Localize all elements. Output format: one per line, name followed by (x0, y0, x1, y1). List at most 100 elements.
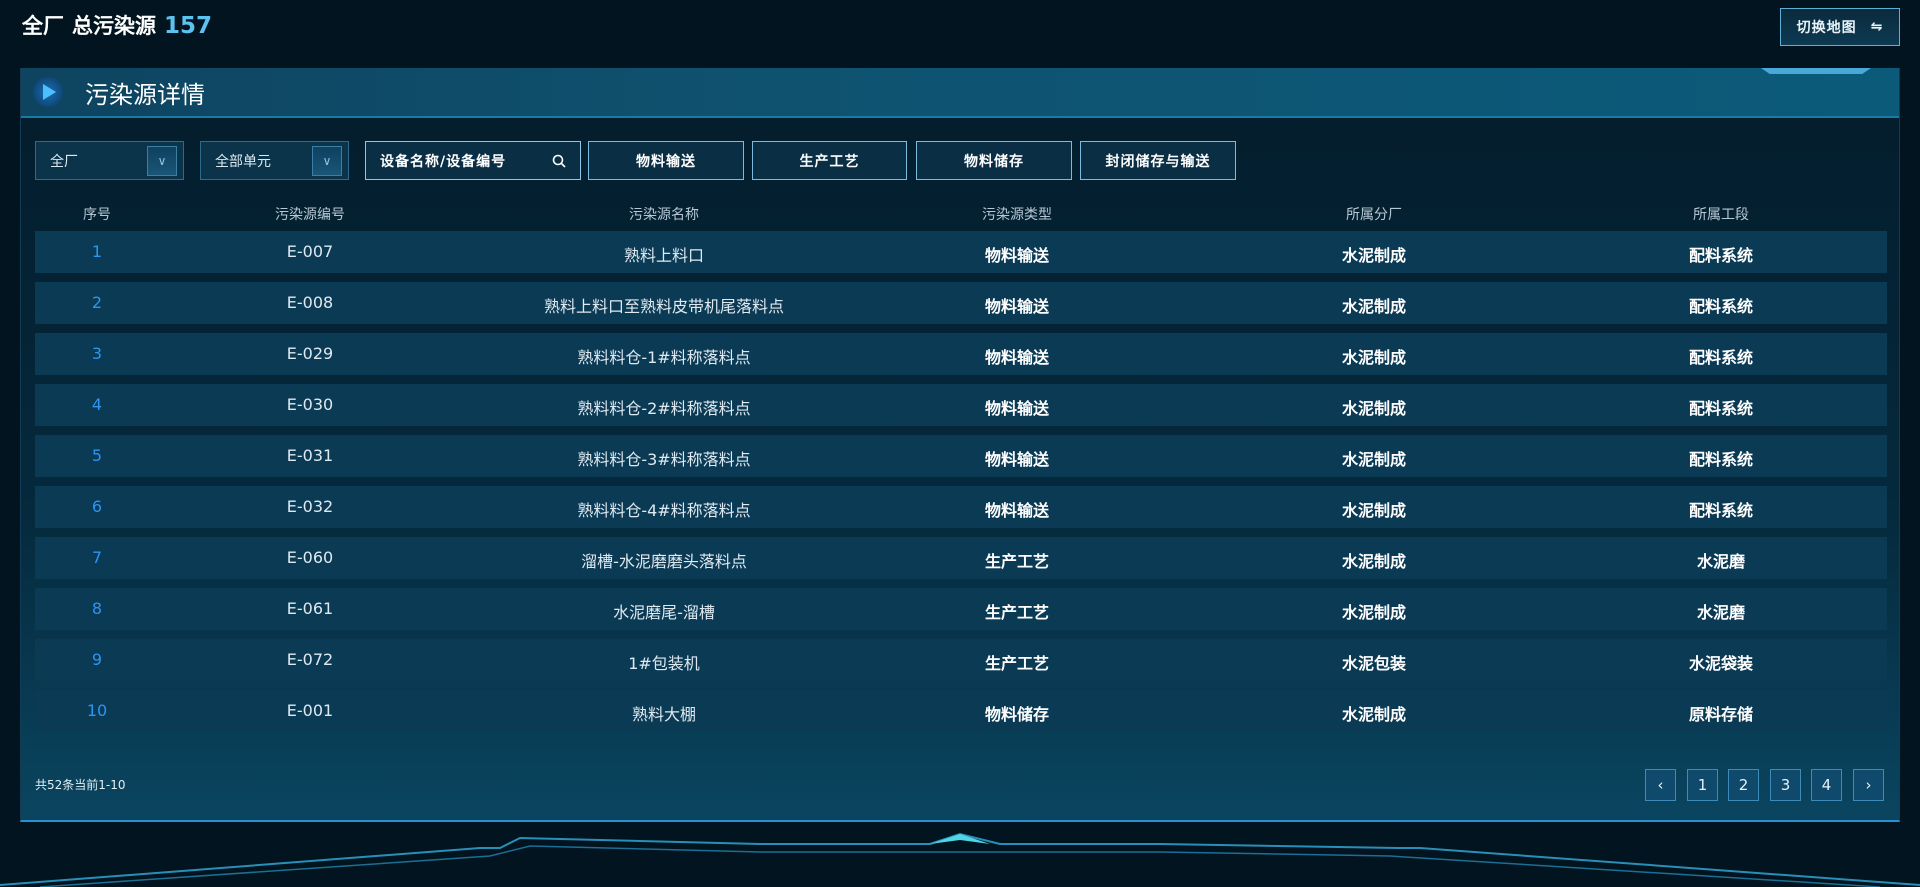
cell-type: 物料输送 (984, 399, 1050, 418)
page-3-button[interactable]: 3 (1770, 769, 1801, 801)
play-icon (33, 77, 63, 107)
column-header-type: 污染源类型 (982, 207, 1052, 223)
page-2-button[interactable]: 2 (1728, 769, 1759, 801)
table-row[interactable]: 9 E-072 1#包装机 生产工艺 水泥包装 水泥袋装 (35, 639, 1887, 681)
page-1-button[interactable]: 1 (1687, 769, 1718, 801)
cell-section: 水泥磨 (1696, 603, 1746, 622)
table-row[interactable]: 1 E-007 熟料上料口 物料输送 水泥制成 配料系统 (35, 231, 1887, 273)
table-row[interactable]: 7 E-060 溜槽-水泥磨磨头落料点 生产工艺 水泥制成 水泥磨 (35, 537, 1887, 579)
page-4-button[interactable]: 4 (1811, 769, 1842, 801)
column-header-section: 所属工段 (1693, 207, 1749, 223)
cell-type: 生产工艺 (984, 552, 1050, 571)
plant-select-value: 全厂 (50, 153, 78, 170)
cell-plant: 水泥制成 (1341, 399, 1407, 418)
cell-index: 9 (91, 650, 103, 669)
switch-map-button[interactable]: 切换地图 ⇋ (1780, 8, 1900, 46)
chevron-down-icon[interactable]: ∨ (147, 146, 177, 176)
unit-select-value: 全部单元 (215, 153, 271, 170)
total-label: 总污染源 (72, 14, 156, 38)
cell-type: 物料输送 (984, 348, 1050, 367)
cell-name: 熟料料仓-3#料称落料点 (577, 450, 751, 469)
cell-index: 1 (91, 242, 103, 261)
cell-section: 配料系统 (1688, 297, 1754, 316)
column-header-code: 污染源编号 (275, 207, 345, 223)
cell-section: 原料存储 (1688, 705, 1754, 724)
cell-section: 水泥磨 (1696, 552, 1746, 571)
filter-material-transport-button[interactable]: 物料输送 (588, 141, 744, 180)
cell-type: 生产工艺 (984, 654, 1050, 673)
column-header-name: 污染源名称 (629, 207, 699, 223)
next-page-button[interactable]: › (1853, 769, 1884, 801)
cell-name: 熟料料仓-2#料称落料点 (577, 399, 751, 418)
unit-select[interactable]: 全部单元 ∨ (200, 141, 349, 180)
cell-plant: 水泥包装 (1341, 654, 1407, 673)
cell-section: 水泥袋装 (1688, 654, 1754, 673)
plant-select[interactable]: 全厂 ∨ (35, 141, 184, 180)
cell-name: 1#包装机 (628, 654, 700, 673)
cell-section: 配料系统 (1688, 348, 1754, 367)
page-header: 全厂 总污染源 157 (22, 10, 212, 40)
filter-production-process-button[interactable]: 生产工艺 (752, 141, 907, 180)
chevron-down-icon[interactable]: ∨ (312, 146, 342, 176)
table-row[interactable]: 10 E-001 熟料大棚 物料储存 水泥制成 原料存储 (35, 690, 1887, 732)
panel-title: 污染源详情 (85, 80, 205, 109)
cell-code: E-030 (286, 395, 334, 414)
cell-plant: 水泥制成 (1341, 348, 1407, 367)
cell-plant: 水泥制成 (1341, 501, 1407, 520)
prev-page-button[interactable]: ‹ (1645, 769, 1676, 801)
cell-plant: 水泥制成 (1341, 552, 1407, 571)
cell-section: 配料系统 (1688, 399, 1754, 418)
cell-section: 配料系统 (1688, 450, 1754, 469)
cell-section: 配料系统 (1688, 501, 1754, 520)
table-row[interactable]: 5 E-031 熟料料仓-3#料称落料点 物料输送 水泥制成 配料系统 (35, 435, 1887, 477)
cell-code: E-029 (286, 344, 334, 363)
cell-index: 6 (91, 497, 103, 516)
table-header: 序号 污染源编号 污染源名称 污染源类型 所属分厂 所属工段 (35, 204, 1887, 228)
table-row[interactable]: 3 E-029 熟料料仓-1#料称落料点 物料输送 水泥制成 配料系统 (35, 333, 1887, 375)
cell-code: E-008 (286, 293, 334, 312)
cell-index: 5 (91, 446, 103, 465)
cell-name: 熟料料仓-4#料称落料点 (577, 501, 751, 520)
cell-type: 物料输送 (984, 246, 1050, 265)
cell-code: E-072 (286, 650, 334, 669)
cell-name: 熟料上料口 (623, 246, 705, 265)
table-row[interactable]: 4 E-030 熟料料仓-2#料称落料点 物料输送 水泥制成 配料系统 (35, 384, 1887, 426)
pollution-source-panel: 污染源详情 全厂 ∨ 全部单元 ∨ 设备名称/设备编号 物料输送 生产工艺 物料… (20, 68, 1900, 822)
table-row[interactable]: 2 E-008 熟料上料口至熟料皮带机尾落料点 物料输送 水泥制成 配料系统 (35, 282, 1887, 324)
cell-code: E-031 (286, 446, 334, 465)
cell-name: 水泥磨尾-溜槽 (613, 603, 715, 622)
header-notch-decoration (1761, 68, 1871, 74)
cell-name: 熟料料仓-1#料称落料点 (577, 348, 751, 367)
cell-name: 熟料大棚 (631, 705, 697, 724)
cell-index: 2 (91, 293, 103, 312)
cell-index: 7 (91, 548, 103, 567)
cell-type: 生产工艺 (984, 603, 1050, 622)
cell-code: E-061 (286, 599, 334, 618)
search-icon[interactable] (552, 154, 566, 168)
scope-label: 全厂 (22, 14, 64, 38)
cell-section: 配料系统 (1688, 246, 1754, 265)
cell-plant: 水泥制成 (1341, 705, 1407, 724)
cell-type: 物料输送 (984, 297, 1050, 316)
cell-plant: 水泥制成 (1341, 603, 1407, 622)
filter-closed-storage-button[interactable]: 封闭储存与输送 (1080, 141, 1236, 180)
cell-type: 物料输送 (984, 450, 1050, 469)
column-header-plant: 所属分厂 (1346, 207, 1402, 223)
cell-index: 3 (91, 344, 103, 363)
cell-plant: 水泥制成 (1341, 297, 1407, 316)
search-input[interactable]: 设备名称/设备编号 (365, 141, 581, 180)
cell-plant: 水泥制成 (1341, 246, 1407, 265)
swap-arrows-icon: ⇋ (1870, 19, 1884, 35)
cell-code: E-060 (286, 548, 334, 567)
cell-code: E-007 (286, 242, 334, 261)
cell-index: 4 (91, 395, 103, 414)
switch-map-label: 切换地图 (1796, 20, 1857, 36)
cell-code: E-032 (286, 497, 334, 516)
bottom-frame-decoration (0, 832, 1920, 887)
filter-material-storage-button[interactable]: 物料储存 (916, 141, 1072, 180)
total-count: 157 (164, 13, 213, 39)
cell-name: 熟料上料口至熟料皮带机尾落料点 (543, 297, 785, 316)
table-row[interactable]: 8 E-061 水泥磨尾-溜槽 生产工艺 水泥制成 水泥磨 (35, 588, 1887, 630)
table-row[interactable]: 6 E-032 熟料料仓-4#料称落料点 物料输送 水泥制成 配料系统 (35, 486, 1887, 528)
column-header-index: 序号 (83, 207, 111, 223)
